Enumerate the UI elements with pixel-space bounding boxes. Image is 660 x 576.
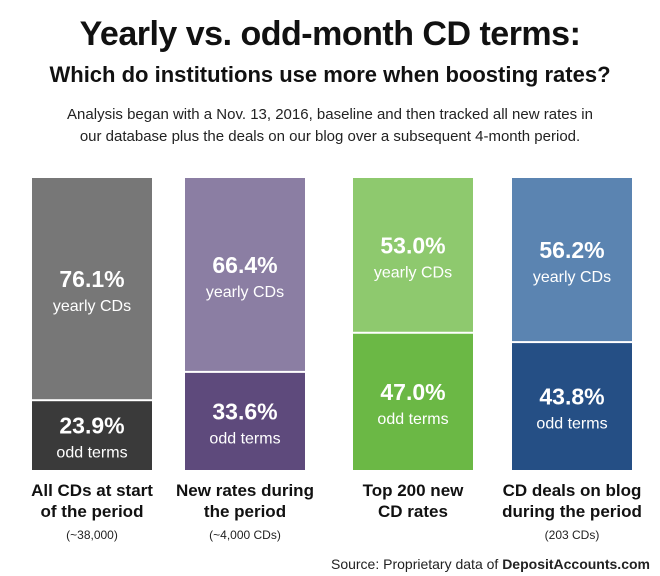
- bar-yearly-1: [32, 178, 152, 400]
- label-odd-name-1: odd terms: [56, 445, 127, 462]
- category-label-line2: of the period: [40, 502, 144, 521]
- source-note: Source: Proprietary data of DepositAccou…: [331, 555, 650, 573]
- label-yearly-value-1: 76.1%: [59, 266, 124, 292]
- category-note-1: (~38,000): [66, 528, 118, 542]
- bar-yearly-2: [185, 178, 305, 371]
- bar-yearly-4: [512, 178, 632, 342]
- category-label-line2: CD rates: [378, 502, 448, 521]
- label-yearly-name-2: yearly CDs: [206, 284, 284, 301]
- label-odd-name-2: odd terms: [209, 430, 280, 447]
- label-odd-value-3: 47.0%: [380, 379, 445, 405]
- category-label-line1: All CDs at start: [31, 481, 153, 500]
- category-label-2: New rates during the period: [165, 480, 325, 522]
- chart-title: Yearly vs. odd-month CD terms:: [79, 15, 581, 53]
- chart-subtitle: Which do institutions use more when boos…: [49, 62, 611, 87]
- category-label-line1: CD deals on blog: [502, 481, 642, 500]
- label-odd-value-4: 43.8%: [539, 384, 604, 410]
- category-note-2: (~4,000 CDs): [209, 528, 281, 542]
- label-yearly-value-2: 66.4%: [212, 252, 277, 278]
- category-label-4: CD deals on blog during the period: [492, 480, 652, 522]
- category-label-line1: Top 200 new: [362, 481, 464, 500]
- label-yearly-name-1: yearly CDs: [53, 298, 131, 315]
- label-odd-name-4: odd terms: [536, 416, 607, 433]
- label-yearly-name-3: yearly CDs: [374, 264, 452, 281]
- bar-odd-2: [185, 372, 305, 470]
- source-brand: DepositAccounts.com: [502, 556, 650, 572]
- category-label-3: Top 200 new CD rates: [333, 480, 493, 522]
- category-label-line2: during the period: [502, 502, 642, 521]
- bar-odd-4: [512, 343, 632, 470]
- label-yearly-name-4: yearly CDs: [533, 269, 611, 286]
- label-odd-value-1: 23.9%: [59, 413, 124, 439]
- bar-odd-3: [353, 333, 473, 470]
- label-odd-value-2: 33.6%: [212, 398, 277, 424]
- label-yearly-value-3: 53.0%: [380, 232, 445, 258]
- label-yearly-value-4: 56.2%: [539, 237, 604, 263]
- source-prefix: Source: Proprietary data of: [330, 556, 499, 572]
- category-label-1: All CDs at start of the period: [12, 480, 172, 522]
- category-label-line2: the period: [203, 502, 287, 521]
- chart-description: Analysis began with a Nov. 13, 2016, bas…: [67, 106, 593, 145]
- bar-yearly-3: [353, 178, 473, 332]
- bar-odd-1: [32, 401, 152, 470]
- category-note-4: (203 CDs): [544, 528, 600, 542]
- label-odd-name-3: odd terms: [377, 411, 448, 428]
- category-label-line1: New rates during: [176, 481, 314, 500]
